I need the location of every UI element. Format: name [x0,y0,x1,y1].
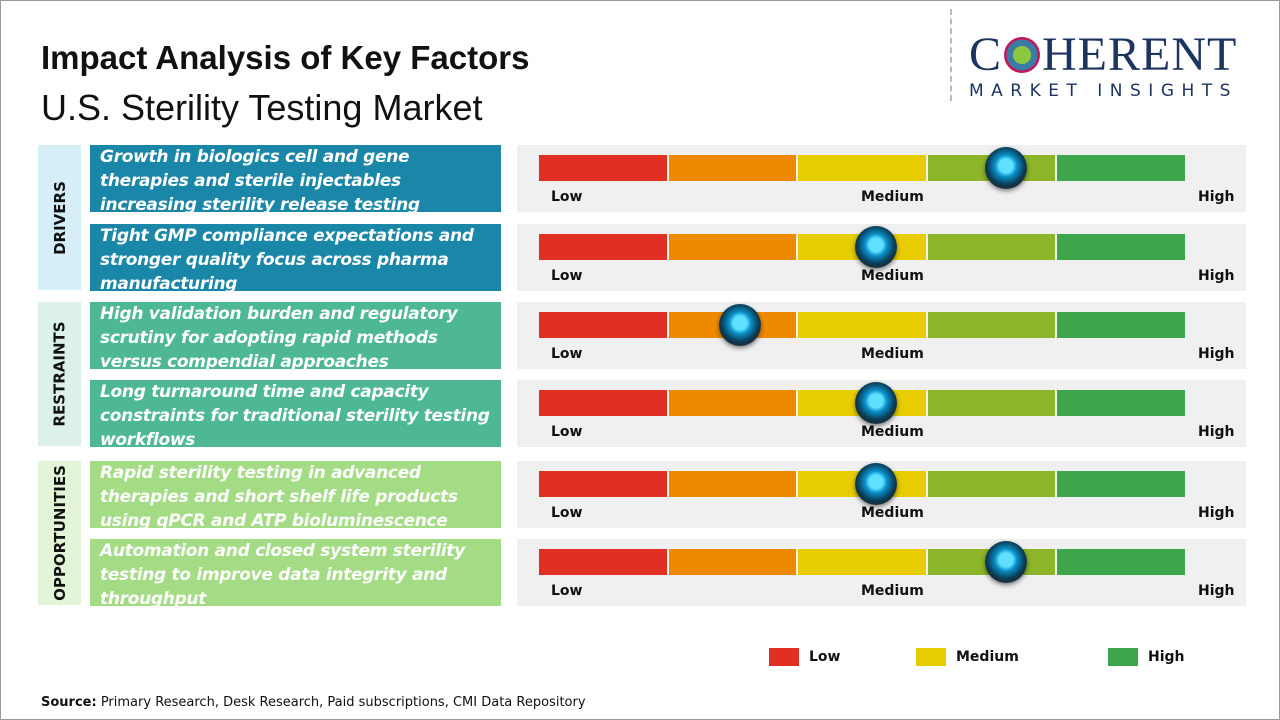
legend-medium: Medium [916,648,1019,666]
scale-segment [668,471,797,497]
legend-swatch-high [1108,648,1138,666]
scale-medium-label: Medium [861,424,924,440]
scale-medium-label: Medium [861,268,924,284]
scale-segment [539,155,667,181]
legend-swatch-medium [916,648,946,666]
scale-bar [539,312,1187,338]
impact-indicator-knob [854,226,897,268]
impact-scale: Low Medium High [517,539,1246,606]
scale-segment [668,390,797,416]
scale-segment [539,312,667,338]
scale-segment [539,234,667,260]
scale-segment [1057,312,1185,338]
scale-medium-label: Medium [861,189,924,205]
impact-indicator-knob [718,304,761,346]
page-title: Impact Analysis of Key Factors [41,39,530,76]
scale-segment [798,312,926,338]
scale-low-label: Low [551,189,583,205]
scale-segment [668,549,797,575]
scale-segment [668,234,797,260]
impact-indicator-knob [854,463,897,505]
scale-segment [927,471,1056,497]
page-subtitle: U.S. Sterility Testing Market [41,87,483,128]
scale-segment [1057,390,1185,416]
impact-scale: Low Medium High [517,302,1246,369]
factor-text: High validation burden and regulatory sc… [90,302,501,369]
scale-low-label: Low [551,424,583,440]
category-drivers: DRIVERS [38,145,81,290]
scale-segment [798,549,926,575]
scale-segment [1057,234,1185,260]
logo-tagline: MARKET INSIGHTS [969,81,1238,101]
scale-high-label: High [1198,268,1235,284]
scale-segment [927,312,1056,338]
scale-high-label: High [1198,346,1235,362]
impact-scale: Low Medium High [517,224,1246,291]
factor-text: Rapid sterility testing in advanced ther… [90,461,501,528]
scale-segment [1057,549,1185,575]
scale-high-label: High [1198,189,1235,205]
scale-segment [539,471,667,497]
impact-indicator-knob [984,147,1027,189]
globe-dots-icon [1004,37,1041,73]
category-label: OPPORTUNITIES [50,465,69,601]
scale-segment [668,155,797,181]
category-label: RESTRAINTS [50,321,69,427]
source-note: Source: Primary Research, Desk Research,… [41,695,586,710]
factor-text: Automation and closed system sterility t… [90,539,501,606]
scale-high-label: High [1198,424,1235,440]
factor-text: Tight GMP compliance expectations and st… [90,224,501,291]
factor-text: Long turnaround time and capacity constr… [90,380,501,447]
scale-segment [927,234,1056,260]
scale-segment [1057,155,1185,181]
scale-segment [1057,471,1185,497]
legend-swatch-low [769,648,799,666]
category-label: DRIVERS [50,180,69,255]
scale-low-label: Low [551,505,583,521]
scale-medium-label: Medium [861,346,924,362]
scale-segment [539,390,667,416]
scale-low-label: Low [551,583,583,599]
scale-high-label: High [1198,505,1235,521]
scale-low-label: Low [551,346,583,362]
scale-bar [539,549,1187,575]
scale-segment [927,390,1056,416]
factor-text: Growth in biologics cell and gene therap… [90,145,501,212]
scale-bar [539,471,1187,497]
scale-segment [539,549,667,575]
scale-bar [539,155,1187,181]
scale-medium-label: Medium [861,583,924,599]
impact-indicator-knob [854,382,897,424]
legend-low: Low [769,648,840,666]
scale-low-label: Low [551,268,583,284]
impact-scale: Low Medium High [517,380,1246,447]
category-opportunities: OPPORTUNITIES [38,461,81,605]
divider [950,9,952,101]
scale-segment [798,155,926,181]
impact-scale: Low Medium High [517,145,1246,212]
scale-high-label: High [1198,583,1235,599]
scale-medium-label: Medium [861,505,924,521]
impact-indicator-knob [984,541,1027,583]
category-restraints: RESTRAINTS [38,302,81,446]
logo: C HERENT MARKET INSIGHTS [969,31,1261,102]
impact-scale: Low Medium High [517,461,1246,528]
legend-high: High [1108,648,1185,666]
